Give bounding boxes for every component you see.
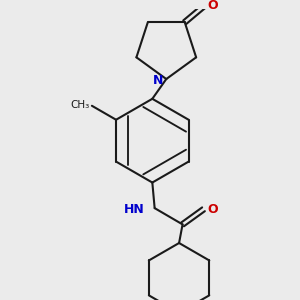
Text: HN: HN (123, 203, 144, 216)
Text: CH₃: CH₃ (70, 100, 90, 110)
Text: O: O (208, 0, 218, 12)
Text: O: O (207, 203, 217, 216)
Text: N: N (152, 74, 163, 87)
